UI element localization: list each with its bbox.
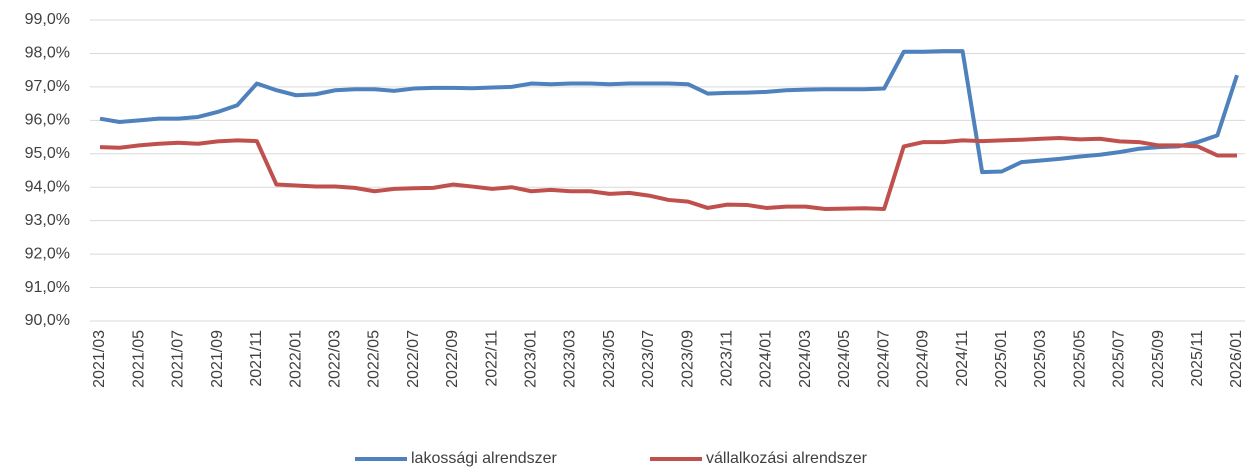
y-tick-label: 97,0%	[25, 78, 70, 95]
line-series	[99, 49, 1239, 175]
y-tick-label: 99,0%	[25, 11, 70, 28]
x-tick-label: 2022/11	[483, 330, 500, 387]
y-tick-label: 96,0%	[25, 112, 70, 129]
x-tick-label: 2025/03	[1032, 330, 1049, 388]
x-tick-label: 2024/11	[954, 330, 971, 387]
x-tick-label: 2021/09	[209, 330, 226, 388]
x-tick-label: 2025/11	[1189, 330, 1206, 387]
x-tick-label: 2025/05	[1071, 330, 1088, 388]
x-tick-label: 2023/09	[679, 330, 696, 388]
y-tick-label: 91,0%	[25, 279, 70, 296]
x-tick-label: 2025/09	[1150, 330, 1167, 388]
y-tick-label: 90,0%	[25, 312, 70, 329]
x-tick-label: 2024/05	[836, 330, 853, 388]
x-tick-label: 2023/03	[562, 330, 579, 388]
x-tick-label: 2025/07	[1111, 330, 1128, 388]
x-tick-label: 2023/05	[601, 330, 618, 388]
x-tick-label: 2021/03	[91, 330, 108, 388]
legend-label: lakossági alrendszer	[411, 450, 558, 467]
y-tick-label: 94,0%	[25, 178, 70, 195]
x-tick-label: 2024/01	[758, 330, 775, 388]
x-tick-label: 2021/07	[170, 330, 187, 388]
y-tick-label: 93,0%	[25, 212, 70, 229]
x-tick-label: 2021/11	[248, 330, 265, 387]
line-series	[99, 136, 1237, 211]
y-tick-label: 98,0%	[25, 45, 70, 62]
x-tick-label: 2024/03	[797, 330, 814, 388]
x-tick-label: 2022/03	[326, 330, 343, 388]
x-tick-label: 2024/09	[915, 330, 932, 388]
x-tick-label: 2025/01	[993, 330, 1010, 388]
x-tick-label: 2026/01	[1228, 330, 1245, 388]
y-tick-label: 92,0%	[25, 245, 70, 262]
x-tick-label: 2023/01	[522, 330, 539, 388]
x-tick-label: 2022/09	[444, 330, 461, 388]
x-tick-label: 2022/05	[366, 330, 383, 388]
x-tick-label: 2021/05	[130, 330, 147, 388]
x-tick-label: 2023/07	[640, 330, 657, 388]
y-tick-label: 95,0%	[25, 145, 70, 162]
x-tick-label: 2023/11	[719, 330, 736, 387]
x-tick-label: 2024/07	[875, 330, 892, 388]
x-tick-label: 2022/01	[287, 330, 304, 388]
x-tick-label: 2022/07	[405, 330, 422, 388]
legend-label: vállalkozási alrendszer	[706, 450, 868, 467]
